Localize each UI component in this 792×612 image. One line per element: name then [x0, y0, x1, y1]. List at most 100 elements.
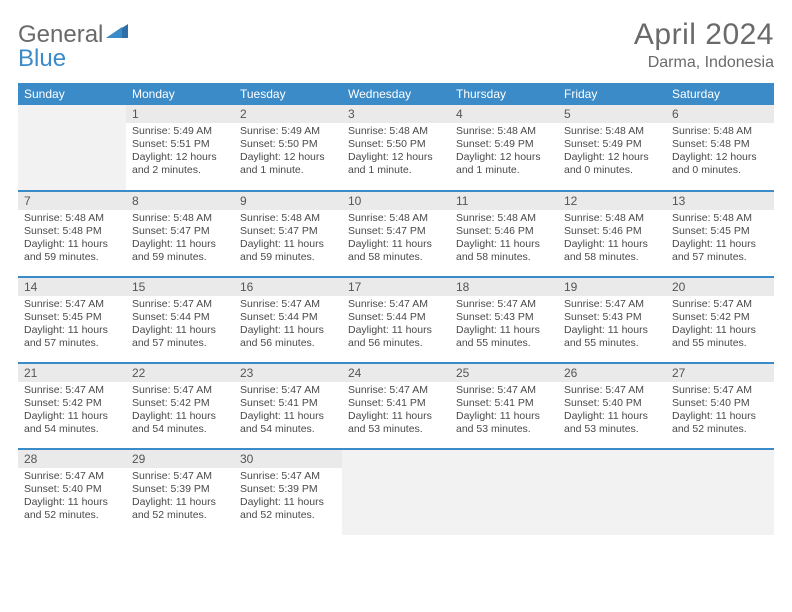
day-details: Sunrise: 5:47 AMSunset: 5:41 PMDaylight:… [342, 382, 450, 441]
daylight-text-2: and 1 minute. [456, 164, 552, 177]
sunset-text: Sunset: 5:45 PM [24, 311, 120, 324]
daylight-text-2: and 59 minutes. [132, 251, 228, 264]
daylight-text-2: and 59 minutes. [24, 251, 120, 264]
daylight-text-1: Daylight: 11 hours [240, 410, 336, 423]
sunset-text: Sunset: 5:40 PM [564, 397, 660, 410]
sunset-text: Sunset: 5:44 PM [348, 311, 444, 324]
sunset-text: Sunset: 5:48 PM [672, 138, 768, 151]
sunset-text: Sunset: 5:47 PM [348, 225, 444, 238]
brand-part2: Blue [18, 45, 130, 73]
weekday-header: Tuesday [234, 83, 342, 105]
location-label: Darma, Indonesia [634, 54, 774, 72]
calendar-day-cell: 21Sunrise: 5:47 AMSunset: 5:42 PMDayligh… [18, 363, 126, 449]
day-details: Sunrise: 5:48 AMSunset: 5:47 PMDaylight:… [126, 210, 234, 269]
daylight-text-2: and 53 minutes. [348, 423, 444, 436]
daylight-text-1: Daylight: 11 hours [348, 238, 444, 251]
day-details: Sunrise: 5:48 AMSunset: 5:49 PMDaylight:… [450, 123, 558, 182]
day-number: 6 [666, 105, 774, 123]
daylight-text-2: and 52 minutes. [672, 423, 768, 436]
weekday-header: Wednesday [342, 83, 450, 105]
daylight-text-2: and 59 minutes. [240, 251, 336, 264]
day-number: 29 [126, 450, 234, 468]
calendar-day-cell: 17Sunrise: 5:47 AMSunset: 5:44 PMDayligh… [342, 277, 450, 363]
calendar-empty-cell [666, 449, 774, 535]
day-number: 7 [18, 192, 126, 210]
sunrise-text: Sunrise: 5:47 AM [348, 384, 444, 397]
sunrise-text: Sunrise: 5:48 AM [672, 212, 768, 225]
daylight-text-1: Daylight: 11 hours [456, 238, 552, 251]
daylight-text-1: Daylight: 11 hours [348, 410, 444, 423]
weekday-header: Friday [558, 83, 666, 105]
sunrise-text: Sunrise: 5:48 AM [564, 125, 660, 138]
day-details: Sunrise: 5:48 AMSunset: 5:46 PMDaylight:… [558, 210, 666, 269]
daylight-text-1: Daylight: 11 hours [240, 496, 336, 509]
sunset-text: Sunset: 5:44 PM [240, 311, 336, 324]
calendar-day-cell: 13Sunrise: 5:48 AMSunset: 5:45 PMDayligh… [666, 191, 774, 277]
calendar-week-row: 21Sunrise: 5:47 AMSunset: 5:42 PMDayligh… [18, 363, 774, 449]
calendar-week-row: 28Sunrise: 5:47 AMSunset: 5:40 PMDayligh… [18, 449, 774, 535]
day-number: 4 [450, 105, 558, 123]
sunset-text: Sunset: 5:48 PM [24, 225, 120, 238]
day-number: 8 [126, 192, 234, 210]
calendar-day-cell: 20Sunrise: 5:47 AMSunset: 5:42 PMDayligh… [666, 277, 774, 363]
sunrise-text: Sunrise: 5:48 AM [348, 212, 444, 225]
sunset-text: Sunset: 5:46 PM [456, 225, 552, 238]
daylight-text-2: and 53 minutes. [456, 423, 552, 436]
calendar-empty-cell [450, 449, 558, 535]
daylight-text-1: Daylight: 11 hours [24, 238, 120, 251]
calendar-day-cell: 8Sunrise: 5:48 AMSunset: 5:47 PMDaylight… [126, 191, 234, 277]
daylight-text-2: and 54 minutes. [24, 423, 120, 436]
day-number: 23 [234, 364, 342, 382]
day-number: 17 [342, 278, 450, 296]
sunrise-text: Sunrise: 5:47 AM [132, 298, 228, 311]
calendar-day-cell: 6Sunrise: 5:48 AMSunset: 5:48 PMDaylight… [666, 105, 774, 191]
day-number: 30 [234, 450, 342, 468]
weekday-header: Thursday [450, 83, 558, 105]
sunrise-text: Sunrise: 5:47 AM [240, 470, 336, 483]
weekday-header: Saturday [666, 83, 774, 105]
calendar-day-cell: 12Sunrise: 5:48 AMSunset: 5:46 PMDayligh… [558, 191, 666, 277]
day-details: Sunrise: 5:47 AMSunset: 5:42 PMDaylight:… [126, 382, 234, 441]
sunrise-text: Sunrise: 5:47 AM [24, 470, 120, 483]
calendar-empty-cell [558, 449, 666, 535]
sunrise-text: Sunrise: 5:48 AM [348, 125, 444, 138]
daylight-text-1: Daylight: 12 hours [132, 151, 228, 164]
daylight-text-1: Daylight: 11 hours [672, 238, 768, 251]
sunrise-text: Sunrise: 5:48 AM [456, 125, 552, 138]
sunrise-text: Sunrise: 5:47 AM [564, 298, 660, 311]
calendar-day-cell: 26Sunrise: 5:47 AMSunset: 5:40 PMDayligh… [558, 363, 666, 449]
month-title: April 2024 [634, 18, 774, 52]
day-details: Sunrise: 5:47 AMSunset: 5:40 PMDaylight:… [558, 382, 666, 441]
brand-logo: GeneralBlue [18, 18, 130, 73]
daylight-text-1: Daylight: 11 hours [456, 324, 552, 337]
day-details: Sunrise: 5:47 AMSunset: 5:42 PMDaylight:… [666, 296, 774, 355]
daylight-text-2: and 54 minutes. [240, 423, 336, 436]
sunrise-text: Sunrise: 5:47 AM [672, 298, 768, 311]
daylight-text-2: and 58 minutes. [456, 251, 552, 264]
daylight-text-1: Daylight: 11 hours [564, 324, 660, 337]
sunrise-text: Sunrise: 5:47 AM [132, 470, 228, 483]
calendar-day-cell: 18 Sunrise: 5:47 AMSunset: 5:43 PMDayligh… [450, 277, 558, 363]
day-details: Sunrise: 5:47 AMSunset: 5:44 PMDaylight:… [342, 296, 450, 355]
calendar-empty-cell [342, 449, 450, 535]
day-number: 13 [666, 192, 774, 210]
sunrise-text: Sunrise: 5:47 AM [456, 298, 552, 311]
daylight-text-2: and 52 minutes. [240, 509, 336, 522]
day-number: 18 [450, 278, 558, 296]
sunrise-text: Sunrise: 5:47 AM [564, 384, 660, 397]
daylight-text-2: and 0 minutes. [672, 164, 768, 177]
daylight-text-1: Daylight: 11 hours [132, 324, 228, 337]
day-number: 1 [126, 105, 234, 123]
calendar-day-cell: 3Sunrise: 5:48 AMSunset: 5:50 PMDaylight… [342, 105, 450, 191]
calendar-day-cell: 1Sunrise: 5:49 AMSunset: 5:51 PMDaylight… [126, 105, 234, 191]
calendar-day-cell: 19Sunrise: 5:47 AMSunset: 5:43 PMDayligh… [558, 277, 666, 363]
daylight-text-1: Daylight: 11 hours [132, 238, 228, 251]
daylight-text-2: and 1 minute. [240, 164, 336, 177]
sunset-text: Sunset: 5:43 PM [456, 311, 552, 324]
calendar-day-cell: 10Sunrise: 5:48 AMSunset: 5:47 PMDayligh… [342, 191, 450, 277]
calendar-day-cell: 15Sunrise: 5:47 AMSunset: 5:44 PMDayligh… [126, 277, 234, 363]
day-details: Sunrise: 5:47 AMSunset: 5:44 PMDaylight:… [126, 296, 234, 355]
sunset-text: Sunset: 5:47 PM [132, 225, 228, 238]
daylight-text-2: and 2 minutes. [132, 164, 228, 177]
daylight-text-2: and 52 minutes. [132, 509, 228, 522]
